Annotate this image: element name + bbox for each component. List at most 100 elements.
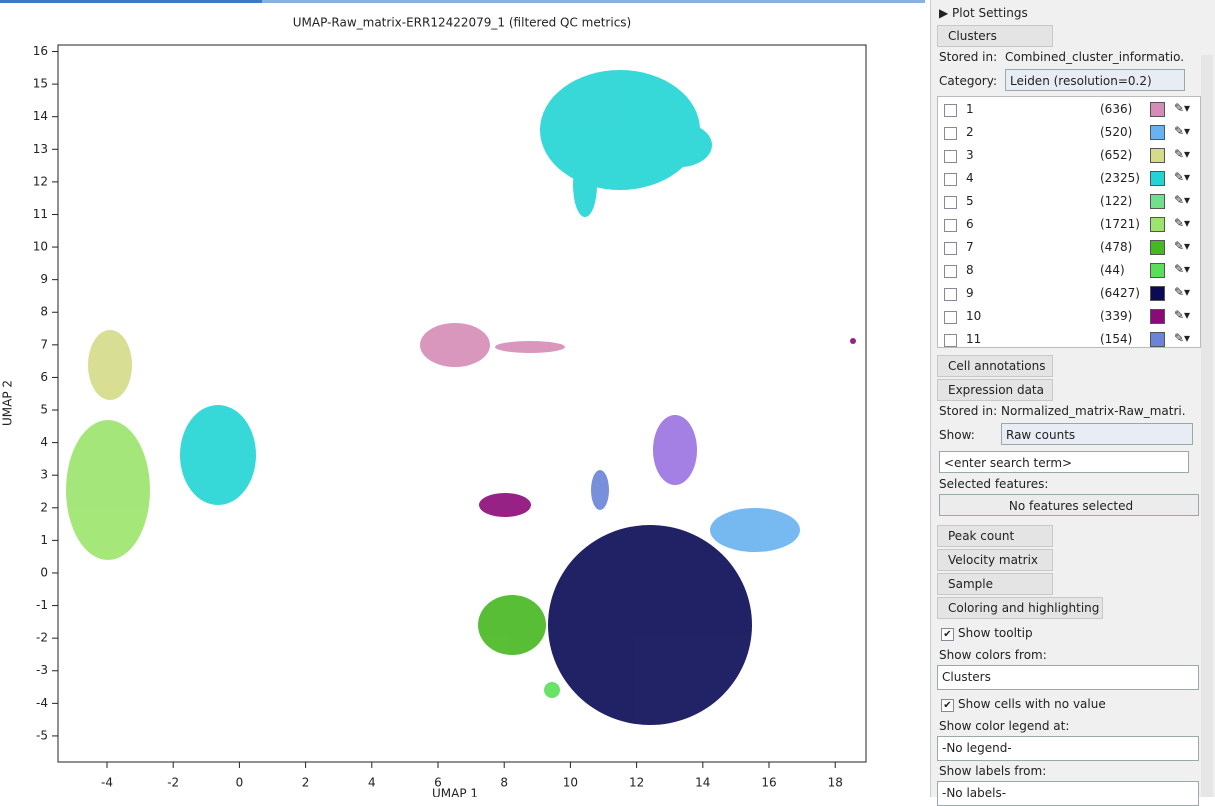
y-tick-label: 13 — [33, 142, 48, 156]
labels-dropdown[interactable]: -No labels- — [937, 781, 1199, 806]
edit-icon[interactable]: ✎▾ — [1174, 216, 1191, 230]
checkbox[interactable] — [944, 104, 957, 117]
cluster-name: 2 — [966, 125, 974, 139]
clusters-tab[interactable]: Clusters — [937, 25, 1053, 47]
edit-icon[interactable]: ✎▾ — [1174, 170, 1191, 184]
y-tick-label: 1 — [40, 533, 48, 547]
checkbox[interactable] — [944, 288, 957, 301]
cluster-row: 8 (44) ✎▾ — [938, 259, 1196, 282]
label: Selected features: — [939, 477, 1049, 491]
edit-icon[interactable]: ✎▾ — [1174, 124, 1191, 138]
cluster-row: 4 (2325) ✎▾ — [938, 167, 1196, 190]
x-tick-label: 6 — [434, 776, 442, 790]
x-tick-label: 16 — [761, 776, 776, 790]
cluster-blob — [478, 595, 546, 655]
legend-dropdown[interactable]: -No legend- — [937, 736, 1199, 761]
checkbox[interactable] — [944, 127, 957, 140]
checkbox[interactable] — [944, 334, 957, 347]
checkbox[interactable] — [944, 150, 957, 163]
y-tick-label: 10 — [33, 240, 48, 254]
color-swatch[interactable] — [1150, 263, 1165, 278]
checkbox[interactable]: ✔ — [941, 699, 954, 712]
checkbox[interactable]: ✔ — [941, 628, 954, 641]
checkbox[interactable] — [944, 219, 957, 232]
x-tick-label: -2 — [167, 776, 179, 790]
color-swatch[interactable] — [1150, 171, 1165, 186]
cluster-name: 6 — [966, 217, 974, 231]
label: Stored in: — [939, 404, 998, 418]
color-swatch[interactable] — [1150, 102, 1165, 117]
features-button[interactable]: No features selected — [939, 494, 1199, 516]
panel-header[interactable]: ▶ Plot Settings — [939, 6, 1028, 20]
color-swatch[interactable] — [1150, 332, 1165, 347]
cluster-blob — [88, 330, 132, 400]
label: Show colors from: — [939, 648, 1047, 662]
cluster-blob — [479, 493, 531, 517]
label: Stored in: — [939, 50, 998, 64]
x-tick-label: 0 — [236, 776, 244, 790]
cluster-row: 9 (6427) ✎▾ — [938, 282, 1196, 305]
settings-panel: ▶ Plot Settings Clusters Stored in: Comb… — [930, 0, 1215, 806]
color-swatch[interactable] — [1150, 148, 1165, 163]
section-tab[interactable]: Peak count matrix — [937, 525, 1053, 563]
color-swatch[interactable] — [1150, 217, 1165, 232]
y-tick-label: 0 — [40, 565, 48, 579]
y-tick-label: 3 — [40, 468, 48, 482]
cluster-blob — [850, 338, 856, 344]
cluster-count: (6427) — [1100, 286, 1140, 300]
cluster-name: 7 — [966, 240, 974, 254]
y-tick-label: 4 — [40, 435, 48, 449]
color-swatch[interactable] — [1150, 286, 1165, 301]
cluster-blob — [648, 123, 712, 167]
section-tab[interactable]: Velocity matrix — [937, 549, 1053, 571]
checkbox[interactable] — [944, 265, 957, 278]
scrollbar[interactable] — [1201, 55, 1213, 797]
show-dropdown[interactable]: Raw counts — [1001, 423, 1193, 445]
edit-icon[interactable]: ✎▾ — [1174, 262, 1191, 276]
y-tick-label: 12 — [33, 174, 48, 188]
section-tab[interactable]: Cell annotations — [937, 355, 1053, 377]
search-input[interactable]: <enter search term> — [939, 451, 1189, 473]
cluster-count: (478) — [1100, 240, 1133, 254]
y-tick-label: 5 — [40, 403, 48, 417]
cluster-name: 11 — [966, 332, 982, 346]
edit-icon[interactable]: ✎▾ — [1174, 147, 1191, 161]
color-swatch[interactable] — [1150, 125, 1165, 140]
label: Show color legend at: — [939, 719, 1070, 733]
edit-icon[interactable]: ✎▾ — [1174, 193, 1191, 207]
edit-icon[interactable]: ✎▾ — [1174, 331, 1191, 345]
y-tick-label: -1 — [36, 598, 48, 612]
cluster-row: 7 (478) ✎▾ — [938, 236, 1196, 259]
section-tab[interactable]: Sample — [937, 573, 1053, 595]
cluster-blob — [591, 470, 609, 510]
y-tick-label: -4 — [36, 696, 48, 710]
checkbox[interactable] — [944, 173, 957, 186]
cluster-blob — [548, 525, 752, 725]
x-tick-label: 18 — [828, 776, 843, 790]
x-axis-label: UMAP 1 — [432, 787, 478, 798]
checkbox[interactable] — [944, 242, 957, 255]
edit-icon[interactable]: ✎▾ — [1174, 308, 1191, 322]
color-swatch[interactable] — [1150, 240, 1165, 255]
cluster-count: (44) — [1100, 263, 1125, 277]
color-swatch[interactable] — [1150, 194, 1165, 209]
cluster-blob — [180, 405, 256, 505]
color-swatch[interactable] — [1150, 309, 1165, 324]
y-tick-label: 2 — [40, 500, 48, 514]
panel-header-text: Plot Settings — [952, 6, 1028, 20]
cluster-blob — [66, 420, 150, 560]
label: Show labels from: — [939, 764, 1047, 778]
category-dropdown[interactable]: Leiden (resolution=0.2) — [1005, 69, 1185, 91]
edit-icon[interactable]: ✎▾ — [1174, 285, 1191, 299]
checkbox[interactable] — [944, 196, 957, 209]
checkbox[interactable] — [944, 311, 957, 324]
cluster-blob — [573, 153, 597, 217]
section-tab[interactable]: Coloring and highlighting — [937, 597, 1103, 619]
section-tab[interactable]: Expression data — [937, 379, 1053, 401]
colors-dropdown[interactable]: Clusters — [937, 665, 1199, 690]
value: Combined_cluster_informatio... — [1005, 50, 1185, 64]
edit-icon[interactable]: ✎▾ — [1174, 101, 1191, 115]
edit-icon[interactable]: ✎▾ — [1174, 239, 1191, 253]
cluster-blob — [420, 323, 490, 367]
